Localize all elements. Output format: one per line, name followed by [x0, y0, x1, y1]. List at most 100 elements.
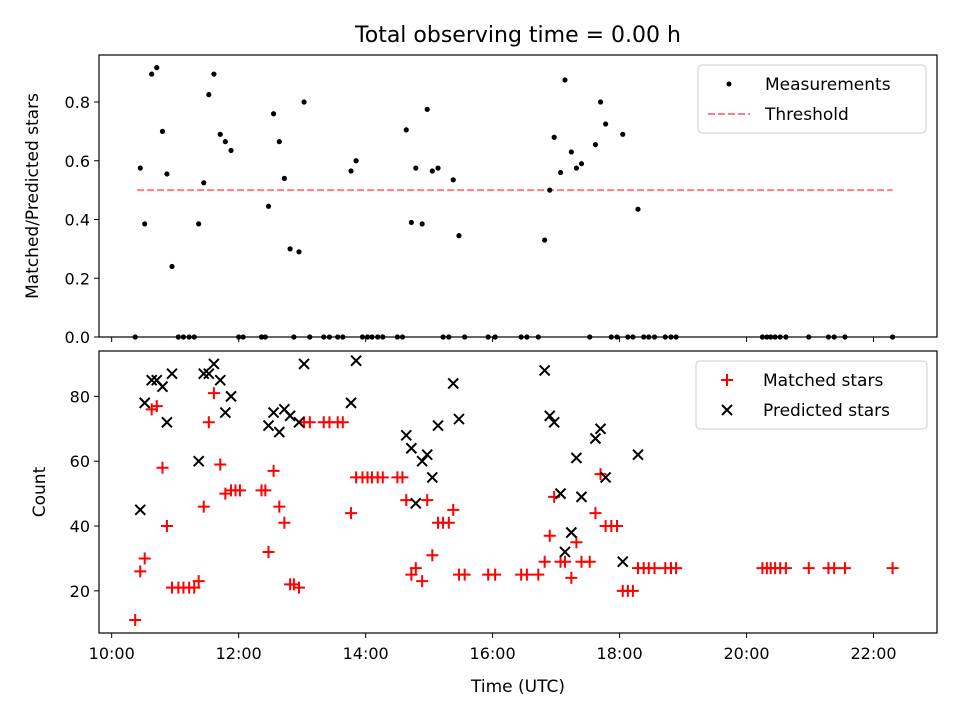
measurement-point [164, 171, 170, 177]
predicted-star-marker [400, 429, 412, 441]
measurement-point [228, 147, 234, 154]
predicted-star-marker [161, 416, 173, 429]
measurement-point [142, 221, 148, 227]
count-plot-area [129, 355, 899, 627]
x-tick-label: 12:00 [216, 644, 262, 663]
matched-star-marker [197, 500, 210, 513]
predicted-star-marker [145, 374, 158, 386]
legend-predicted-label: Predicted stars [763, 401, 890, 421]
matched-star-marker [409, 562, 422, 575]
ratio-legend: Measurements Threshold [697, 64, 927, 134]
ratio-y-tick-label: 0.0 [65, 328, 90, 347]
matched-star-marker [214, 458, 227, 471]
matched-star-marker [589, 507, 602, 520]
matched-star-marker [421, 494, 434, 507]
predicted-star-marker [426, 471, 439, 484]
measurement-point [149, 71, 155, 77]
measurement-point [635, 206, 641, 212]
ratio-axis-ticks: 0.0 0.2 0.4 0.6 0.8 [65, 93, 875, 347]
matched-star-marker [520, 568, 533, 581]
measurement-point [353, 158, 359, 164]
predicted-star-marker [632, 449, 644, 461]
measurement-point [450, 177, 456, 183]
count-y-tick-label: 80 [70, 387, 90, 406]
count-y-tick-label: 60 [70, 452, 90, 471]
count-legend: Matched stars Predicted stars [695, 360, 928, 430]
measurement-point [211, 71, 217, 77]
predicted-star-marker [192, 455, 205, 467]
predicted-star-marker [219, 406, 232, 419]
legend-matched-label: Matched stars [763, 371, 883, 391]
matched-star-marker [160, 520, 173, 533]
measurement-point [169, 263, 175, 270]
matched-star-marker [259, 484, 272, 497]
measurement-point [348, 168, 354, 174]
ratio-y-tick-label: 0.6 [65, 152, 90, 171]
measurement-point [287, 246, 293, 252]
matched-star-marker [267, 464, 280, 477]
measurement-point [424, 106, 430, 112]
predicted-star-marker [166, 367, 178, 380]
matched-star-marker [138, 552, 151, 565]
matched-star-marker [400, 494, 413, 507]
matched-star-marker [129, 614, 142, 627]
measurement-point [217, 131, 223, 137]
matched-star-marker [583, 555, 596, 568]
x-tick-label: 10:00 [89, 644, 135, 663]
figure-title: Total observing time = 0.00 h [354, 23, 681, 48]
measurement-point [429, 168, 435, 174]
matched-star-marker [594, 468, 607, 481]
matched-star-marker [611, 520, 624, 533]
measurement-point [206, 92, 212, 98]
measurement-point [419, 221, 425, 227]
predicted-star-marker [410, 497, 422, 510]
matched-star-marker [233, 484, 246, 497]
legend-threshold-label: Threshold [764, 105, 849, 125]
measurement-point [159, 128, 166, 134]
measurement-point [413, 165, 419, 171]
predicted-star-marker [267, 406, 280, 419]
legend-matched-marker [721, 374, 733, 386]
matched-star-marker [376, 471, 389, 484]
matched-star-marker [558, 555, 571, 568]
measurement-point [592, 141, 599, 148]
predicted-star-marker [554, 487, 567, 500]
legend-measurements-label: Measurements [765, 75, 891, 95]
x-axis-label: Time (UTC) [470, 677, 565, 697]
matched-star-marker [303, 416, 316, 429]
matched-star-marker [134, 565, 147, 578]
matched-star-marker [426, 549, 439, 562]
x-tick-label: 18:00 [597, 644, 643, 663]
matched-star-marker [838, 562, 851, 575]
legend-predicted-marker [721, 404, 733, 416]
predicted-star-marker [559, 546, 571, 558]
matched-star-marker [156, 461, 169, 474]
measurement-point [196, 221, 202, 227]
matched-star-marker [150, 400, 163, 413]
matched-star-marker [538, 555, 551, 568]
matched-star-marker [532, 568, 545, 581]
predicted-star-marker [156, 380, 169, 393]
count-panel: 20 40 60 80 10:00 12:00 14:00 16:00 18:00 20:00 22… [30, 350, 938, 697]
matched-star-marker [192, 575, 205, 588]
matched-star-marker [345, 507, 358, 520]
measurement-point [568, 149, 574, 155]
measurement-point [154, 65, 160, 71]
count-y-tick-label: 40 [70, 517, 90, 536]
matched-star-marker [648, 562, 661, 575]
matched-star-marker [396, 471, 409, 484]
measurement-point [270, 111, 277, 117]
matched-star-marker [202, 416, 215, 429]
measurement-point [281, 175, 287, 181]
predicted-star-marker [350, 355, 362, 367]
predicted-star-marker [565, 526, 578, 539]
measurement-point [201, 180, 207, 186]
measurement-point [557, 169, 564, 176]
x-tick-label: 16:00 [470, 644, 516, 663]
matched-star-marker [626, 584, 639, 597]
measurement-point [137, 165, 143, 171]
x-tick-label: 20:00 [723, 644, 769, 663]
count-legend-box [695, 360, 928, 430]
measurement-point [551, 134, 557, 140]
